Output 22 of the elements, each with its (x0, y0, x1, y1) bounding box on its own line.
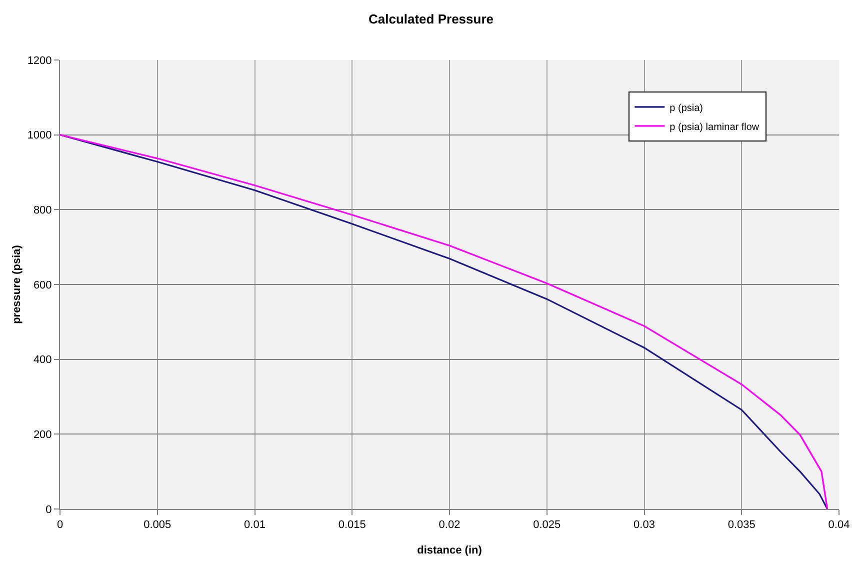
x-tick-label: 0.005 (144, 519, 172, 532)
y-tick-label: 1000 (27, 130, 52, 142)
legend-label: p (psia) laminar flow (670, 122, 760, 133)
x-tick-label: 0 (56, 519, 64, 532)
x-tick-label: 0.01 (244, 519, 266, 532)
x-tick-label: 0.04 (828, 519, 850, 532)
y-tick-label: 200 (33, 429, 52, 442)
x-tick-label: 0.02 (438, 519, 460, 532)
x-tick-label: 0.015 (338, 519, 366, 532)
legend-label: p (psia) (670, 102, 704, 114)
y-axis-title: pressure (psia) (10, 244, 23, 324)
y-tick-label: 1200 (27, 54, 52, 67)
x-tick-label: 0.035 (728, 519, 756, 532)
y-tick-label: 400 (33, 354, 52, 366)
y-tick-label: 600 (33, 279, 52, 292)
chart-title: Calculated Pressure (368, 11, 494, 26)
x-tick-label: 0.025 (533, 519, 561, 532)
x-tick-label: 0.03 (634, 519, 655, 532)
x-axis-title: distance (in) (417, 544, 482, 556)
y-tick-label: 0 (46, 504, 52, 516)
y-tick-label: 800 (33, 204, 52, 217)
line-series (60, 134, 828, 509)
